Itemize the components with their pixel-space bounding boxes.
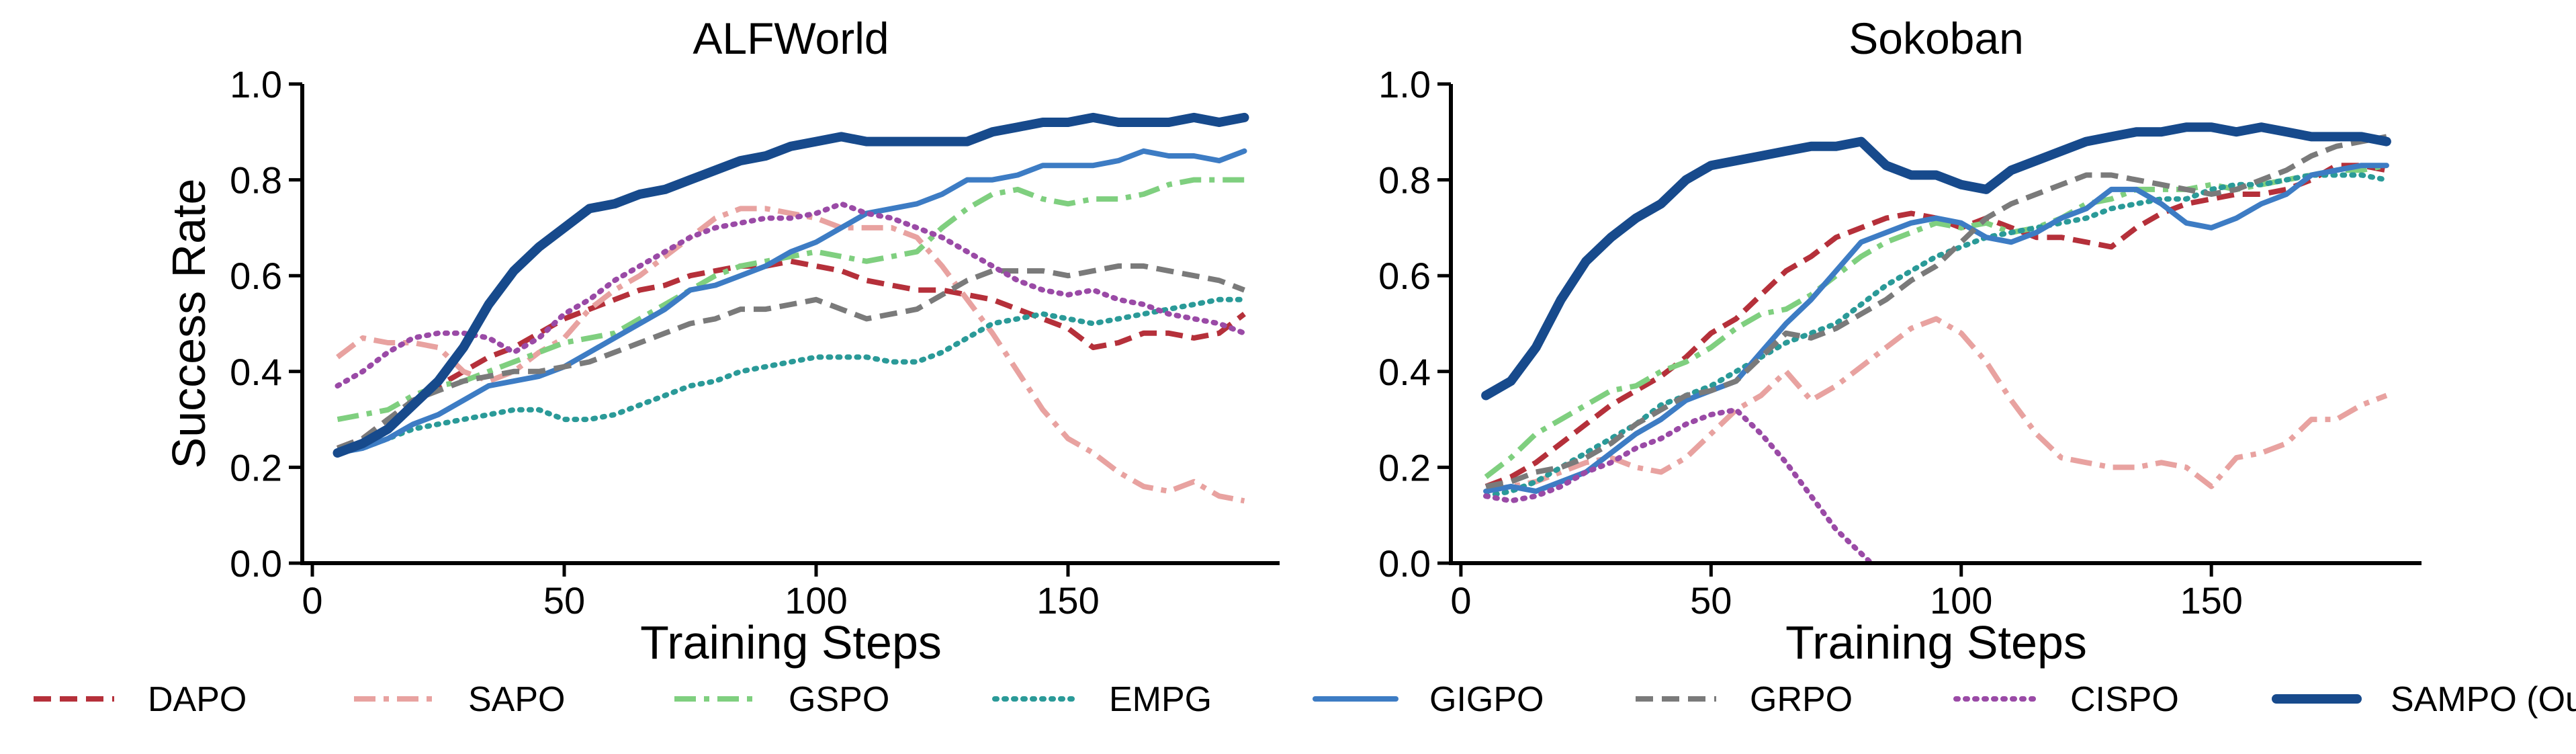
legend-item-gigpo: GIGPO [1313,680,1544,719]
y-tick-label: 0.8 [230,159,282,202]
legend-label: GSPO [789,680,889,719]
legend-label: CISPO [2070,680,2179,719]
series-line-empg [335,296,1247,456]
series-line-gigpo [1483,163,2389,494]
series-line-dapo [337,258,1246,451]
legend-item-dapo: DAPO [34,680,247,719]
series-line-cispo [335,201,1247,389]
y-tick-label: 0.8 [1378,159,1431,202]
x-tick-label: 50 [543,579,585,622]
y-tick-label: 0.2 [230,446,282,489]
series-group [1481,122,2391,563]
legend-item-gspo: GSPO [674,680,889,719]
chart-title: ALFWorld [693,13,889,63]
series-line-gigpo [335,148,1247,456]
chart-sokoban: Sokoban 0.0 0.2 0.4 0.6 0.8 1.0 0 50 100 150 Traini… [1378,13,2422,669]
legend-item-grpo: GRPO [1636,680,1853,719]
x-tick-label: 0 [1450,579,1471,622]
series-line-sampo-ours [1481,122,2391,401]
y-axis-label: Success Rate [163,179,215,469]
y-tick-label: 0.0 [230,542,282,585]
y-tick-label: 0.2 [1378,446,1431,489]
series-group [332,112,1249,504]
legend-item-cispo: CISPO [1953,680,2179,719]
y-tick-label: 0.6 [1378,255,1431,297]
y-tick-label: 0.6 [230,255,282,297]
legend-label: DAPO [148,680,247,719]
legend-label: GRPO [1750,680,1853,719]
x-tick-label: 100 [1930,579,1992,622]
chart-title: Sokoban [1849,13,2024,63]
legend-item-empg: EMPG [992,680,1212,719]
series-line-grpo [337,263,1245,451]
legend-item-sapo: SAPO [354,680,566,719]
series-line-gspo [337,177,1245,423]
legend-label: GIGPO [1429,680,1544,719]
series-line-sampo-ours [332,112,1249,458]
legend: DAPO SAPO GSPO EMPG GIGPO GRPO CISPO SAMPO (Our… [34,680,2576,719]
x-tick-label: 100 [785,579,847,622]
y-tick-label: 0.4 [230,351,282,393]
legend-label: SAMPO (Ours) [2391,680,2576,719]
y-tick-label: 0.0 [1378,542,1431,585]
series-line-sapo [1485,316,2388,494]
legend-label: EMPG [1109,680,1212,719]
x-tick-label: 0 [302,579,322,622]
legend-item-sampo-ours: SAMPO (Ours) [2272,680,2576,719]
series-line-cispo [1483,407,1874,563]
series-line-sapo [336,206,1245,504]
x-axis-label: Training Steps [640,616,942,669]
y-tick-label: 0.4 [1378,351,1431,393]
x-tick-label: 50 [1690,579,1732,622]
series-line-grpo [1485,134,2387,489]
x-tick-label: 150 [1036,579,1099,622]
legend-label: SAPO [468,680,566,719]
x-tick-label: 150 [2180,579,2242,622]
y-tick-label: 1.0 [1378,63,1431,106]
x-axis-label: Training Steps [1785,616,2087,669]
chart-alfworld: ALFWorld 0.0 0.2 0.4 0.6 0.8 1.0 0 50 100 150 Train… [163,13,1280,669]
y-tick-label: 1.0 [230,63,282,106]
